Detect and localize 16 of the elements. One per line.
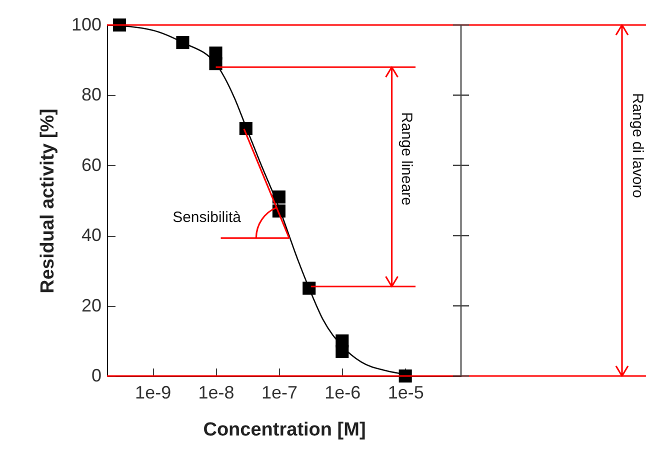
x-tick-label: 1e-9: [135, 382, 172, 402]
y-tick-label: 20: [81, 295, 102, 316]
annotation: Sensibilità: [172, 209, 242, 226]
y-tick-label: 40: [81, 225, 102, 246]
x-tick-label: 1e-7: [261, 382, 298, 402]
y-axis-title: Residual activity [%]: [37, 108, 58, 294]
x-tick-label: 1e-6: [324, 382, 361, 402]
y-tick-label: 80: [81, 84, 102, 105]
text: Range di lavoro: [629, 92, 646, 198]
x-axis-title: Concentration [M]: [203, 420, 366, 440]
x-tick-label: 1e-5: [388, 382, 424, 402]
y-tick-label: 0: [91, 366, 102, 386]
annotation: Range lineare: [398, 112, 415, 206]
y-tick-label: 60: [81, 154, 102, 175]
x-tick-label: 1e-8: [198, 382, 234, 402]
y-tick-label: 100: [71, 14, 102, 34]
